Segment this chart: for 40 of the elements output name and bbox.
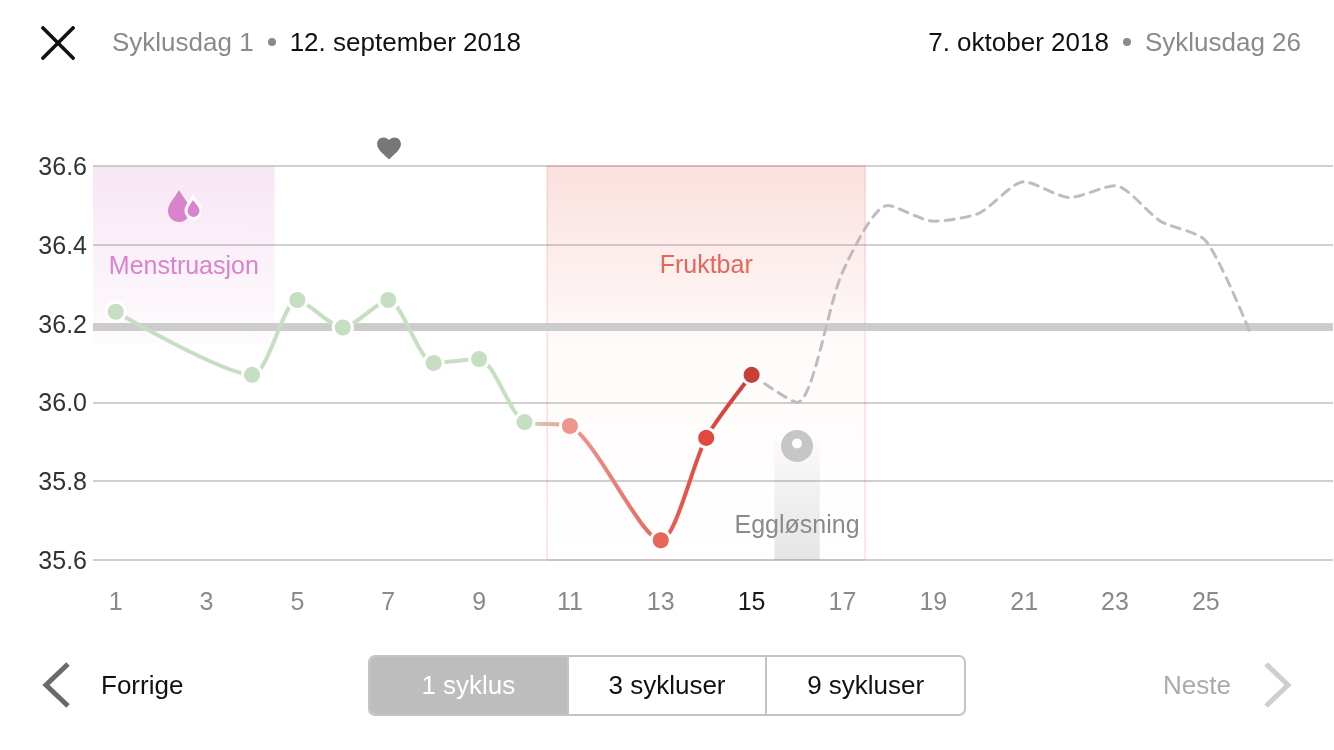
point [468, 348, 491, 371]
x-tick-label: 1 [108, 586, 123, 615]
y-tick-label: 36.2 [38, 309, 87, 338]
tab-button: 9 sykluser [765, 657, 964, 714]
point [740, 363, 763, 386]
point [695, 426, 718, 449]
text: Syklusdag 26 [1144, 26, 1301, 58]
tab-button: 1 syklus [370, 657, 567, 714]
x-tick-label: 3 [199, 586, 214, 615]
x-tick-label: 11 [556, 586, 583, 615]
point [331, 316, 354, 339]
y-tick-label: 36.4 [38, 230, 88, 259]
x-tick-label: 23 [1101, 586, 1129, 615]
y-tick-label: 36.0 [38, 388, 87, 417]
point [104, 300, 127, 323]
band-label: Fruktbar [659, 249, 753, 278]
x-tick-label: 17 [828, 586, 857, 615]
text: 7. oktober 2018 [928, 26, 1109, 58]
x-tick-label: 25 [1191, 586, 1220, 615]
band-label: Eggløsning [734, 509, 860, 538]
text: Syklusdag 1 [112, 26, 254, 58]
x-tick-label: 5 [290, 586, 305, 615]
x-tick-label: 15 [737, 586, 766, 615]
point [240, 363, 263, 386]
x-tick-label: 19 [919, 586, 948, 615]
text: Neste [1163, 669, 1231, 701]
y-tick-label: 36.6 [38, 152, 87, 180]
point [513, 411, 536, 434]
point [422, 352, 445, 374]
x-tick-label: 9 [472, 586, 487, 615]
band-label: Menstruasjon [108, 250, 259, 279]
y-tick-label: 35.8 [38, 467, 87, 496]
text: 12. september 2018 [289, 26, 521, 58]
x-tick-label: 13 [646, 586, 675, 615]
x-tick-label: 7 [381, 586, 396, 615]
x-tick-label: 21 [1010, 586, 1039, 615]
point [649, 529, 672, 552]
tab-button: 3 sykluser [566, 657, 766, 714]
y-tick-label: 35.6 [38, 546, 87, 574]
text: Forrige [101, 669, 184, 701]
